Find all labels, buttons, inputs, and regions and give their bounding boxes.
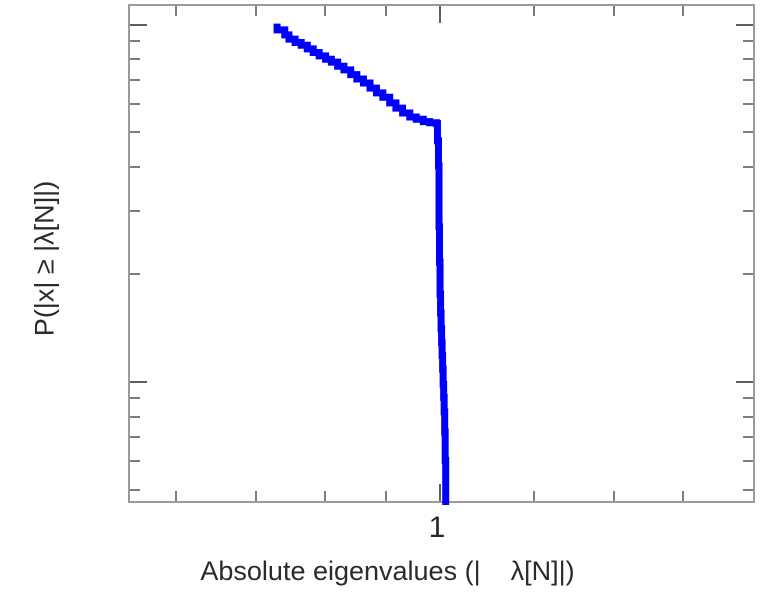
- y-axis-minor-tick: [130, 78, 140, 81]
- plot-frame: [128, 4, 755, 505]
- y-axis-minor-tick: [743, 58, 753, 61]
- y-axis-minor-tick: [743, 39, 753, 42]
- x-axis-minor-tick: [612, 491, 615, 501]
- y-axis-minor-tick: [743, 78, 753, 81]
- x-axis-minor-tick: [254, 491, 257, 501]
- x-axis-minor-tick: [384, 6, 387, 16]
- y-axis-minor-tick: [130, 39, 140, 42]
- y-axis-minor-tick: [743, 436, 753, 439]
- y-axis-minor-tick: [130, 165, 140, 168]
- x-axis-tick-label: 1: [428, 511, 446, 544]
- x-axis-minor-tick: [174, 6, 177, 16]
- x-axis-major-tick: [439, 6, 442, 23]
- y-axis-minor-tick: [743, 460, 753, 463]
- y-axis-minor-tick: [743, 488, 753, 491]
- y-axis-minor-tick: [130, 436, 140, 439]
- x-axis-minor-tick: [612, 6, 615, 16]
- y-axis-minor-tick: [130, 102, 140, 105]
- y-axis-minor-tick: [130, 488, 140, 491]
- x-axis-minor-tick: [174, 491, 177, 501]
- x-axis-major-tick: [439, 484, 442, 501]
- y-axis-minor-tick: [130, 131, 140, 134]
- x-axis-minor-tick: [384, 491, 387, 501]
- y-axis-minor-tick: [743, 131, 753, 134]
- y-axis-minor-tick: [743, 273, 753, 276]
- x-axis-title: Absolute eigenvalues (| λ[N]|): [200, 556, 575, 586]
- y-axis-major-tick: [130, 23, 147, 26]
- x-axis-minor-tick: [323, 491, 326, 501]
- x-axis-minor-tick: [533, 491, 536, 501]
- x-axis-minor-tick: [254, 6, 257, 16]
- y-axis-minor-tick: [130, 273, 140, 276]
- y-axis-major-tick: [736, 23, 753, 26]
- y-axis-minor-tick: [743, 397, 753, 400]
- y-axis-major-tick: [130, 381, 147, 384]
- y-axis-minor-tick: [130, 58, 140, 61]
- y-axis-major-tick: [736, 381, 753, 384]
- x-axis-minor-tick: [681, 491, 684, 501]
- ccdf-curve: [273, 23, 450, 505]
- y-axis-minor-tick: [743, 165, 753, 168]
- y-axis-minor-tick: [130, 415, 140, 418]
- y-axis-title: P(|x| ≥ |λ[N]|): [29, 180, 60, 337]
- y-axis-minor-tick: [743, 210, 753, 213]
- x-axis-minor-tick: [323, 6, 326, 16]
- x-axis-minor-tick: [681, 6, 684, 16]
- y-axis-minor-tick: [743, 415, 753, 418]
- x-axis-minor-tick: [533, 6, 536, 16]
- y-axis-minor-tick: [743, 102, 753, 105]
- y-axis-minor-tick: [130, 210, 140, 213]
- y-axis-minor-tick: [130, 397, 140, 400]
- y-axis-minor-tick: [130, 460, 140, 463]
- ccdf-curve-path: [273, 23, 450, 505]
